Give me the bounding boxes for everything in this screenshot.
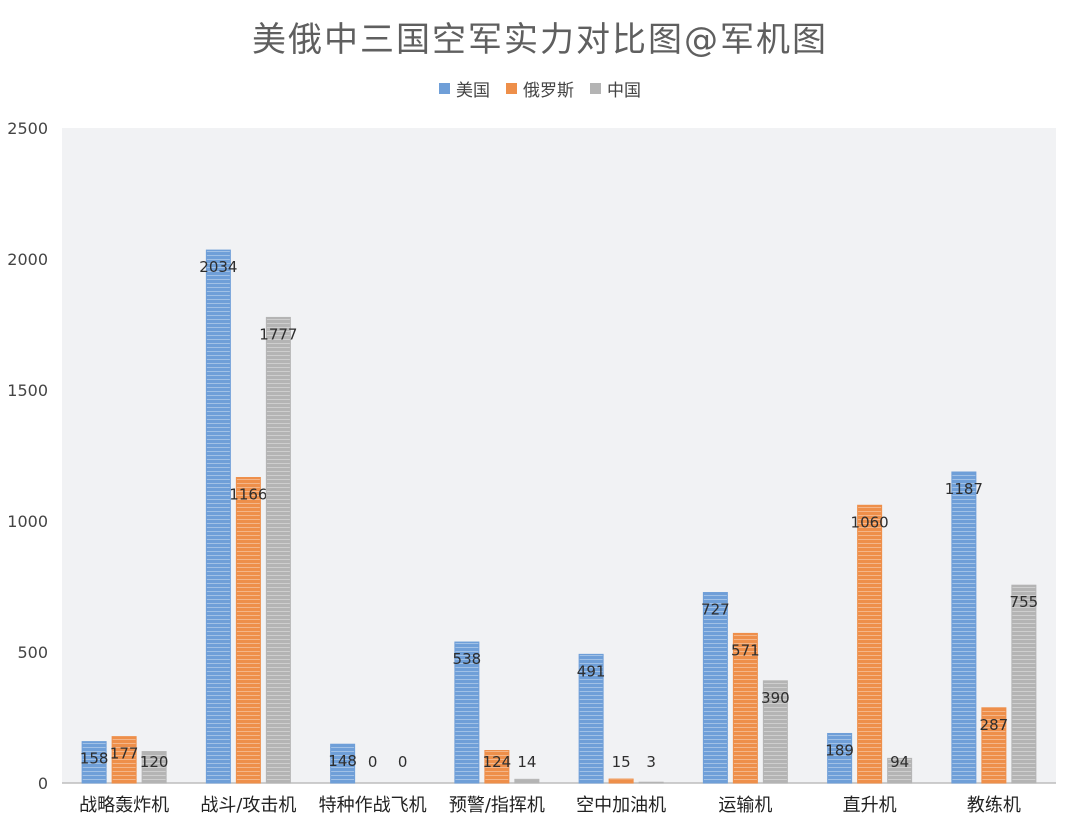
x-category-label: 特种作战飞机 — [319, 795, 427, 816]
y-tick-label: 1500 — [7, 381, 48, 400]
bar — [762, 680, 788, 784]
bar — [330, 743, 356, 784]
legend-item-usa: 美国 — [439, 76, 490, 101]
y-tick-label: 500 — [17, 643, 48, 662]
data-label: 390 — [761, 689, 790, 707]
data-label: 0 — [398, 753, 408, 771]
data-label: 14 — [517, 753, 536, 771]
bar — [981, 707, 1007, 784]
bar — [732, 632, 758, 784]
bar — [578, 653, 604, 784]
data-label: 491 — [577, 662, 606, 680]
x-category-label: 战斗/攻击机 — [200, 795, 296, 816]
legend-item-russia: 俄罗斯 — [506, 76, 574, 101]
data-label: 1166 — [229, 486, 267, 504]
data-label: 158 — [80, 750, 109, 768]
y-tick-label: 0 — [38, 774, 48, 793]
bar — [111, 736, 137, 784]
bar — [205, 249, 231, 784]
legend-swatch-china — [590, 83, 601, 94]
chart-title: 美俄中三国空军实力对比图@军机图 — [252, 20, 828, 60]
bar — [608, 778, 634, 784]
bar — [827, 732, 853, 784]
x-category-label: 战略轰炸机 — [79, 795, 169, 816]
chart-legend: 美国 俄罗斯 中国 — [0, 76, 1080, 101]
y-tick-label: 1000 — [7, 512, 48, 531]
y-tick-label: 2500 — [7, 119, 48, 138]
data-label: 1060 — [851, 513, 889, 531]
bar — [951, 471, 977, 784]
bar — [265, 316, 291, 784]
bar — [454, 641, 480, 784]
data-label: 0 — [368, 753, 378, 771]
x-category-label: 直升机 — [843, 795, 897, 816]
x-category-label: 教练机 — [967, 795, 1021, 816]
data-label: 1187 — [945, 480, 983, 498]
data-label: 287 — [980, 716, 1009, 734]
bar — [514, 778, 540, 784]
bar — [235, 477, 261, 784]
bar — [141, 751, 167, 784]
legend-label-china: 中国 — [607, 81, 641, 101]
data-label: 2034 — [199, 258, 237, 276]
bar — [81, 741, 107, 784]
bar — [857, 504, 883, 784]
data-label: 538 — [453, 650, 482, 668]
legend-swatch-russia — [506, 83, 517, 94]
legend-item-china: 中国 — [590, 76, 641, 101]
bar — [638, 781, 664, 784]
data-label: 3 — [646, 753, 656, 771]
x-category-label: 空中加油机 — [576, 795, 666, 816]
data-label: 120 — [140, 753, 169, 771]
bar — [702, 592, 728, 784]
data-label: 1777 — [259, 325, 297, 343]
x-category-label: 预警/指挥机 — [449, 795, 545, 816]
data-label: 755 — [1010, 593, 1039, 611]
bar — [1011, 584, 1037, 784]
data-label: 15 — [612, 753, 631, 771]
legend-label-russia: 俄罗斯 — [523, 81, 574, 101]
data-label: 571 — [731, 641, 760, 659]
bar — [484, 750, 510, 784]
data-label: 148 — [328, 752, 357, 770]
y-tick-label: 2000 — [7, 250, 48, 269]
legend-label-usa: 美国 — [456, 81, 490, 101]
data-label: 189 — [825, 741, 854, 759]
data-label: 124 — [483, 753, 512, 771]
data-label: 727 — [701, 601, 730, 619]
bar — [887, 757, 913, 784]
data-label: 94 — [890, 753, 909, 771]
x-category-label: 运输机 — [718, 795, 772, 816]
data-label: 177 — [110, 745, 139, 763]
legend-swatch-usa — [439, 83, 450, 94]
